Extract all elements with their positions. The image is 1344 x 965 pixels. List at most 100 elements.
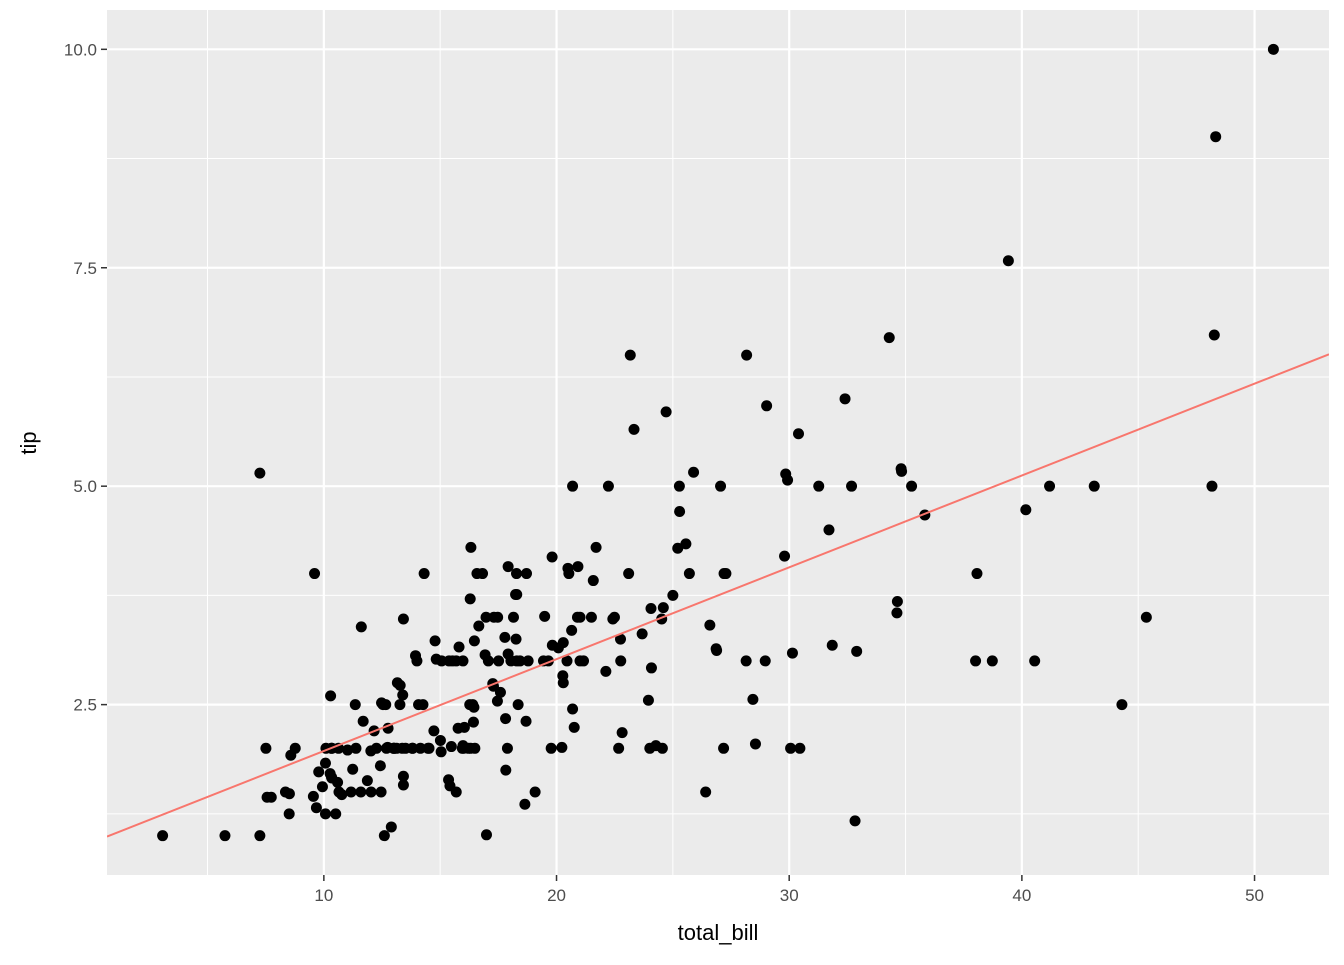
point [414, 742, 426, 754]
point [636, 628, 648, 640]
point [375, 786, 387, 798]
point [510, 633, 522, 645]
point [378, 830, 390, 842]
point [720, 568, 732, 580]
point [411, 655, 423, 667]
point [794, 742, 806, 754]
point [464, 699, 476, 711]
point [380, 699, 392, 711]
point [813, 480, 825, 492]
point [1044, 480, 1056, 492]
point [480, 611, 492, 623]
point [556, 741, 568, 753]
point [660, 406, 672, 418]
point [491, 695, 503, 707]
point [971, 568, 983, 580]
point [319, 757, 331, 769]
point [1088, 480, 1100, 492]
point [374, 760, 386, 772]
point [422, 742, 434, 754]
point [793, 428, 805, 440]
point [674, 506, 686, 518]
point [467, 716, 479, 728]
point [500, 713, 512, 725]
point [279, 786, 291, 798]
point [645, 603, 657, 615]
fit-line [107, 353, 1329, 838]
point [602, 480, 614, 492]
point [309, 568, 321, 580]
point [587, 575, 599, 587]
point [350, 742, 362, 754]
point [704, 619, 716, 631]
point [759, 655, 771, 667]
point [434, 734, 446, 746]
point [473, 620, 485, 632]
point [545, 742, 557, 754]
point [260, 742, 272, 754]
point [385, 821, 397, 833]
point [552, 642, 564, 654]
point [480, 829, 492, 841]
point [1029, 655, 1041, 667]
point [688, 466, 700, 478]
point [839, 393, 851, 405]
panel [107, 10, 1329, 875]
point [313, 766, 325, 778]
point [546, 551, 558, 563]
point [370, 742, 382, 754]
point [529, 786, 541, 798]
point [747, 693, 759, 705]
point [316, 781, 328, 793]
point [1267, 43, 1279, 55]
point [502, 561, 514, 573]
point [519, 798, 531, 810]
point [482, 655, 494, 667]
point [600, 665, 612, 677]
point [445, 741, 457, 753]
point [397, 779, 409, 791]
point [511, 568, 523, 580]
point [891, 596, 903, 608]
point [219, 830, 231, 842]
point [355, 621, 367, 633]
point [615, 633, 627, 645]
point [464, 593, 476, 605]
point [616, 727, 628, 739]
point [566, 624, 578, 636]
point [740, 655, 752, 667]
point [285, 749, 297, 761]
point [349, 699, 361, 711]
point [567, 703, 579, 715]
point [388, 742, 400, 754]
point [883, 332, 895, 344]
point [642, 694, 654, 706]
point [413, 699, 425, 711]
point [265, 791, 277, 803]
point [342, 744, 354, 756]
point [906, 480, 918, 492]
point [394, 699, 406, 711]
point [325, 690, 337, 702]
point [607, 613, 619, 625]
point [347, 763, 359, 775]
point [673, 480, 685, 492]
point [567, 480, 579, 492]
point [741, 349, 753, 361]
point [447, 655, 459, 667]
point [786, 647, 798, 659]
point [645, 662, 657, 674]
point [365, 786, 377, 798]
y-tick-label: 2.5 [73, 696, 97, 715]
point [522, 655, 534, 667]
point [492, 611, 504, 623]
point [896, 465, 908, 477]
point [986, 655, 998, 667]
point [502, 648, 514, 660]
point [785, 742, 797, 754]
point [572, 561, 584, 573]
y-tick-label: 5.0 [73, 477, 97, 496]
point [400, 742, 412, 754]
point [310, 802, 322, 814]
